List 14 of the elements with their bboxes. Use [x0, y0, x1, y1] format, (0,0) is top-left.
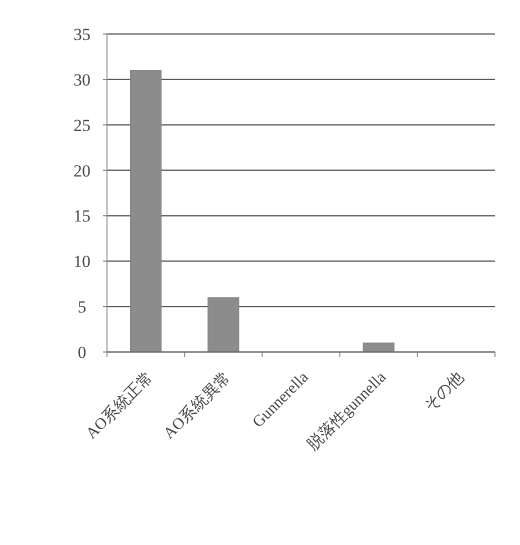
bar: [208, 297, 240, 352]
x-tick-label: AO系統異常: [160, 368, 234, 442]
x-tick-label: AO系統正常: [82, 368, 157, 442]
y-tick-label: 10: [74, 252, 90, 272]
y-tick-label: 5: [78, 298, 86, 317]
y-tick-label: 30: [74, 70, 90, 90]
y-tick-label: 20: [74, 161, 90, 180]
y-tick-label: 15: [74, 206, 90, 226]
y-tick-label: 35: [74, 25, 90, 44]
y-tick-label: 25: [74, 116, 90, 135]
bar: [130, 70, 162, 352]
x-tick-label: その他: [421, 368, 468, 415]
bar: [362, 342, 394, 352]
y-tick-label: 0: [78, 343, 86, 362]
